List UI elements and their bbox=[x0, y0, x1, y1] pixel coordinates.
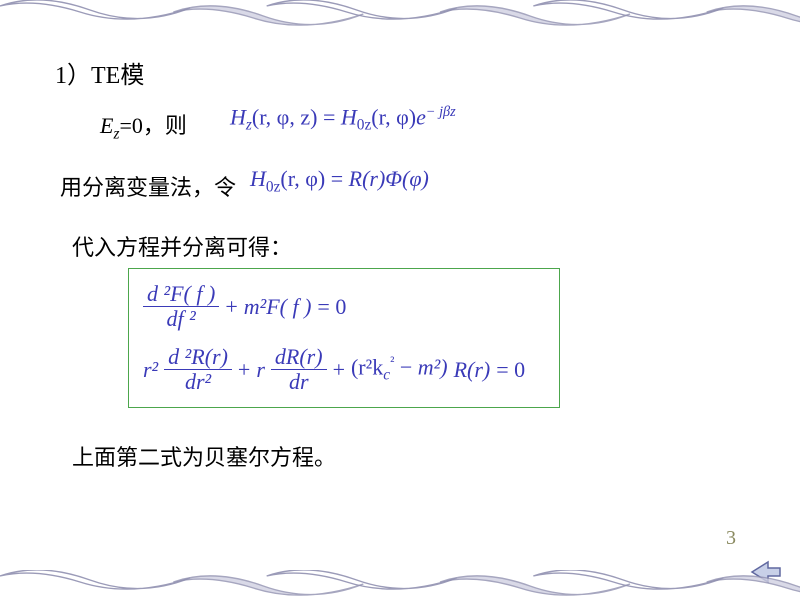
top-ribbon-decoration bbox=[0, 0, 800, 38]
args2: (r, φ) bbox=[371, 104, 416, 129]
section-heading: 1）TE模 bbox=[55, 55, 144, 90]
sym-H2: H bbox=[341, 104, 357, 129]
sub-0z2: 0z bbox=[266, 178, 281, 195]
sup-exp: − jβz bbox=[426, 104, 456, 120]
equation-box: d ²F( f ) df ² + m²F( f ) = 0 r² d ²R(r)… bbox=[128, 268, 560, 408]
eqz2: = 0 bbox=[496, 357, 525, 383]
den1: df ² bbox=[163, 307, 200, 331]
minus: − bbox=[394, 354, 417, 379]
Rr: R(r) bbox=[454, 357, 491, 383]
sym-R: R(r) bbox=[349, 166, 386, 191]
page-number: 3 bbox=[726, 527, 736, 550]
num1: d ²F( f ) bbox=[143, 282, 219, 306]
equation-1: d ²F( f ) df ² + m²F( f ) = 0 bbox=[143, 279, 545, 334]
frac-d2F: d ²F( f ) df ² bbox=[143, 282, 219, 331]
eqz1: = 0 bbox=[317, 294, 346, 320]
eq-sign: = bbox=[317, 104, 340, 129]
args1: (r, φ, z) bbox=[252, 104, 318, 129]
line2-text: 用分离变量法，令 bbox=[60, 170, 236, 202]
num2a: d ²R(r) bbox=[164, 345, 232, 369]
r2: r² bbox=[143, 357, 158, 383]
line1-rest: =0，则 bbox=[119, 113, 186, 138]
plus2b: + bbox=[333, 357, 345, 383]
slide: 1）TE模 Ez=0，则 Hz(r, φ, z) = H0z(r, φ)e− j… bbox=[0, 0, 800, 600]
sym-Phi: Φ(φ) bbox=[385, 166, 429, 191]
sym-e: e bbox=[416, 104, 426, 129]
equation-2: r² d ²R(r) dr² + r dR(r) dr + (r²kc² − m… bbox=[143, 342, 545, 397]
line3-text: 代入方程并分离可得： bbox=[72, 230, 292, 262]
den2b: dr bbox=[285, 370, 313, 394]
frac-dR: dR(r) dr bbox=[271, 345, 327, 394]
r: r bbox=[256, 357, 265, 383]
sym-H: H bbox=[230, 104, 246, 129]
m2: m²) bbox=[418, 354, 448, 379]
term1: m²F( f ) bbox=[244, 294, 312, 320]
args3: (r, φ) bbox=[280, 166, 325, 191]
den2a: dr² bbox=[181, 370, 215, 394]
sym-H3: H bbox=[250, 166, 266, 191]
line4-text: 上面第二式为贝塞尔方程。 bbox=[72, 440, 336, 472]
num2b: dR(r) bbox=[271, 345, 327, 369]
e-symbol: E bbox=[100, 113, 113, 138]
line1-prefix: Ez=0，则 bbox=[100, 108, 187, 143]
frac-d2R: d ²R(r) dr² bbox=[164, 345, 232, 394]
eq-sign2: = bbox=[325, 166, 348, 191]
paren-open: (r²k bbox=[351, 354, 383, 379]
sub-0z: 0z bbox=[357, 117, 372, 134]
equation-hz: Hz(r, φ, z) = H0z(r, φ)e− jβz bbox=[230, 104, 456, 135]
equation-h0z: H0z(r, φ) = R(r)Φ(φ) bbox=[250, 166, 429, 196]
plus2a: + bbox=[238, 357, 250, 383]
bottom-ribbon-decoration bbox=[0, 570, 800, 600]
plus1: + bbox=[225, 294, 237, 320]
